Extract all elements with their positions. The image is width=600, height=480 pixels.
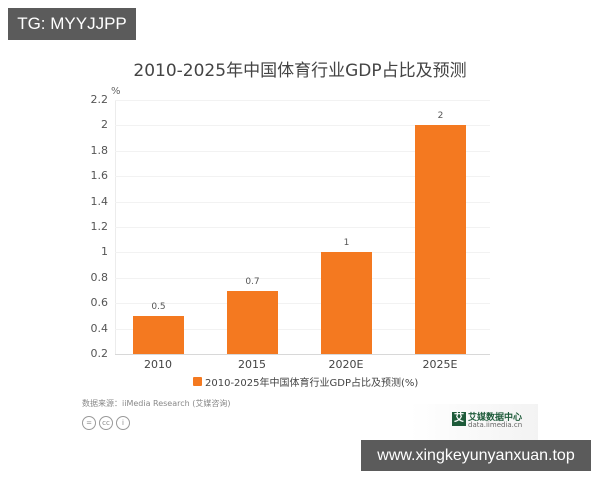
y-tick-label: 0.8	[90, 271, 109, 284]
watermark-url-badge: www.xingkeyunyanxuan.top	[361, 440, 591, 471]
cc-icon: cc	[99, 416, 113, 430]
bar-value-label: 1	[343, 238, 350, 248]
y-tick-label: 1.4	[90, 195, 109, 208]
gridline	[115, 100, 490, 101]
logo-name: 艾媒数据中心	[468, 413, 523, 423]
bar-2010	[133, 316, 184, 354]
y-tick-label: 1.8	[90, 144, 109, 157]
logo-background	[410, 404, 538, 440]
bar-2015	[227, 291, 278, 354]
y-tick-label: 2.2	[90, 93, 109, 106]
cc-by-icon: i	[116, 416, 130, 430]
gridline	[115, 303, 490, 304]
y-tick-label: 1.2	[90, 220, 109, 233]
y-tick-label: 0.6	[90, 296, 109, 309]
y-tick-label: 2	[101, 118, 108, 131]
x-tick-label: 2010	[144, 358, 172, 371]
bar-2020e	[321, 252, 372, 354]
bar-value-label: 0.7	[245, 277, 260, 287]
legend-label: 2010-2025年中国体育行业GDP占比及预测(%)	[205, 378, 419, 389]
gridline	[115, 329, 490, 330]
gridline	[115, 202, 490, 203]
x-tick-label: 2020E	[328, 358, 364, 371]
gridline	[115, 227, 490, 228]
bar-2025e	[415, 125, 466, 354]
x-axis-line	[115, 354, 490, 355]
bar-value-label: 2	[437, 111, 444, 121]
bar-value-label: 0.5	[151, 302, 166, 312]
gridline	[115, 252, 490, 253]
y-tick-label: 1.6	[90, 169, 109, 182]
gridline	[115, 176, 490, 177]
data-source: 数据来源：iiMedia Research (艾媒咨询)	[82, 399, 231, 408]
legend: 2010-2025年中国体育行业GDP占比及预测(%)	[193, 374, 418, 389]
logo-url: data.iimedia.cn	[468, 421, 523, 429]
gridline	[115, 151, 490, 152]
y-axis-unit: %	[111, 86, 121, 97]
legend-swatch	[193, 377, 202, 386]
cc-nd-icon: =	[82, 416, 96, 430]
iimedia-logo-icon: 艾	[452, 412, 466, 426]
y-tick-label: 1	[101, 245, 108, 258]
gridline	[115, 278, 490, 279]
y-tick-label: 0.4	[90, 322, 109, 335]
x-tick-label: 2025E	[422, 358, 458, 371]
license-icons: = cc i	[82, 416, 130, 430]
x-tick-label: 2015	[238, 358, 266, 371]
watermark-tg-badge: TG: MYYJJPP	[8, 8, 136, 40]
y-tick-label: 0.2	[90, 347, 109, 360]
chart-title: 2010-2025年中国体育行业GDP占比及预测	[133, 61, 467, 81]
gridline	[115, 125, 490, 126]
